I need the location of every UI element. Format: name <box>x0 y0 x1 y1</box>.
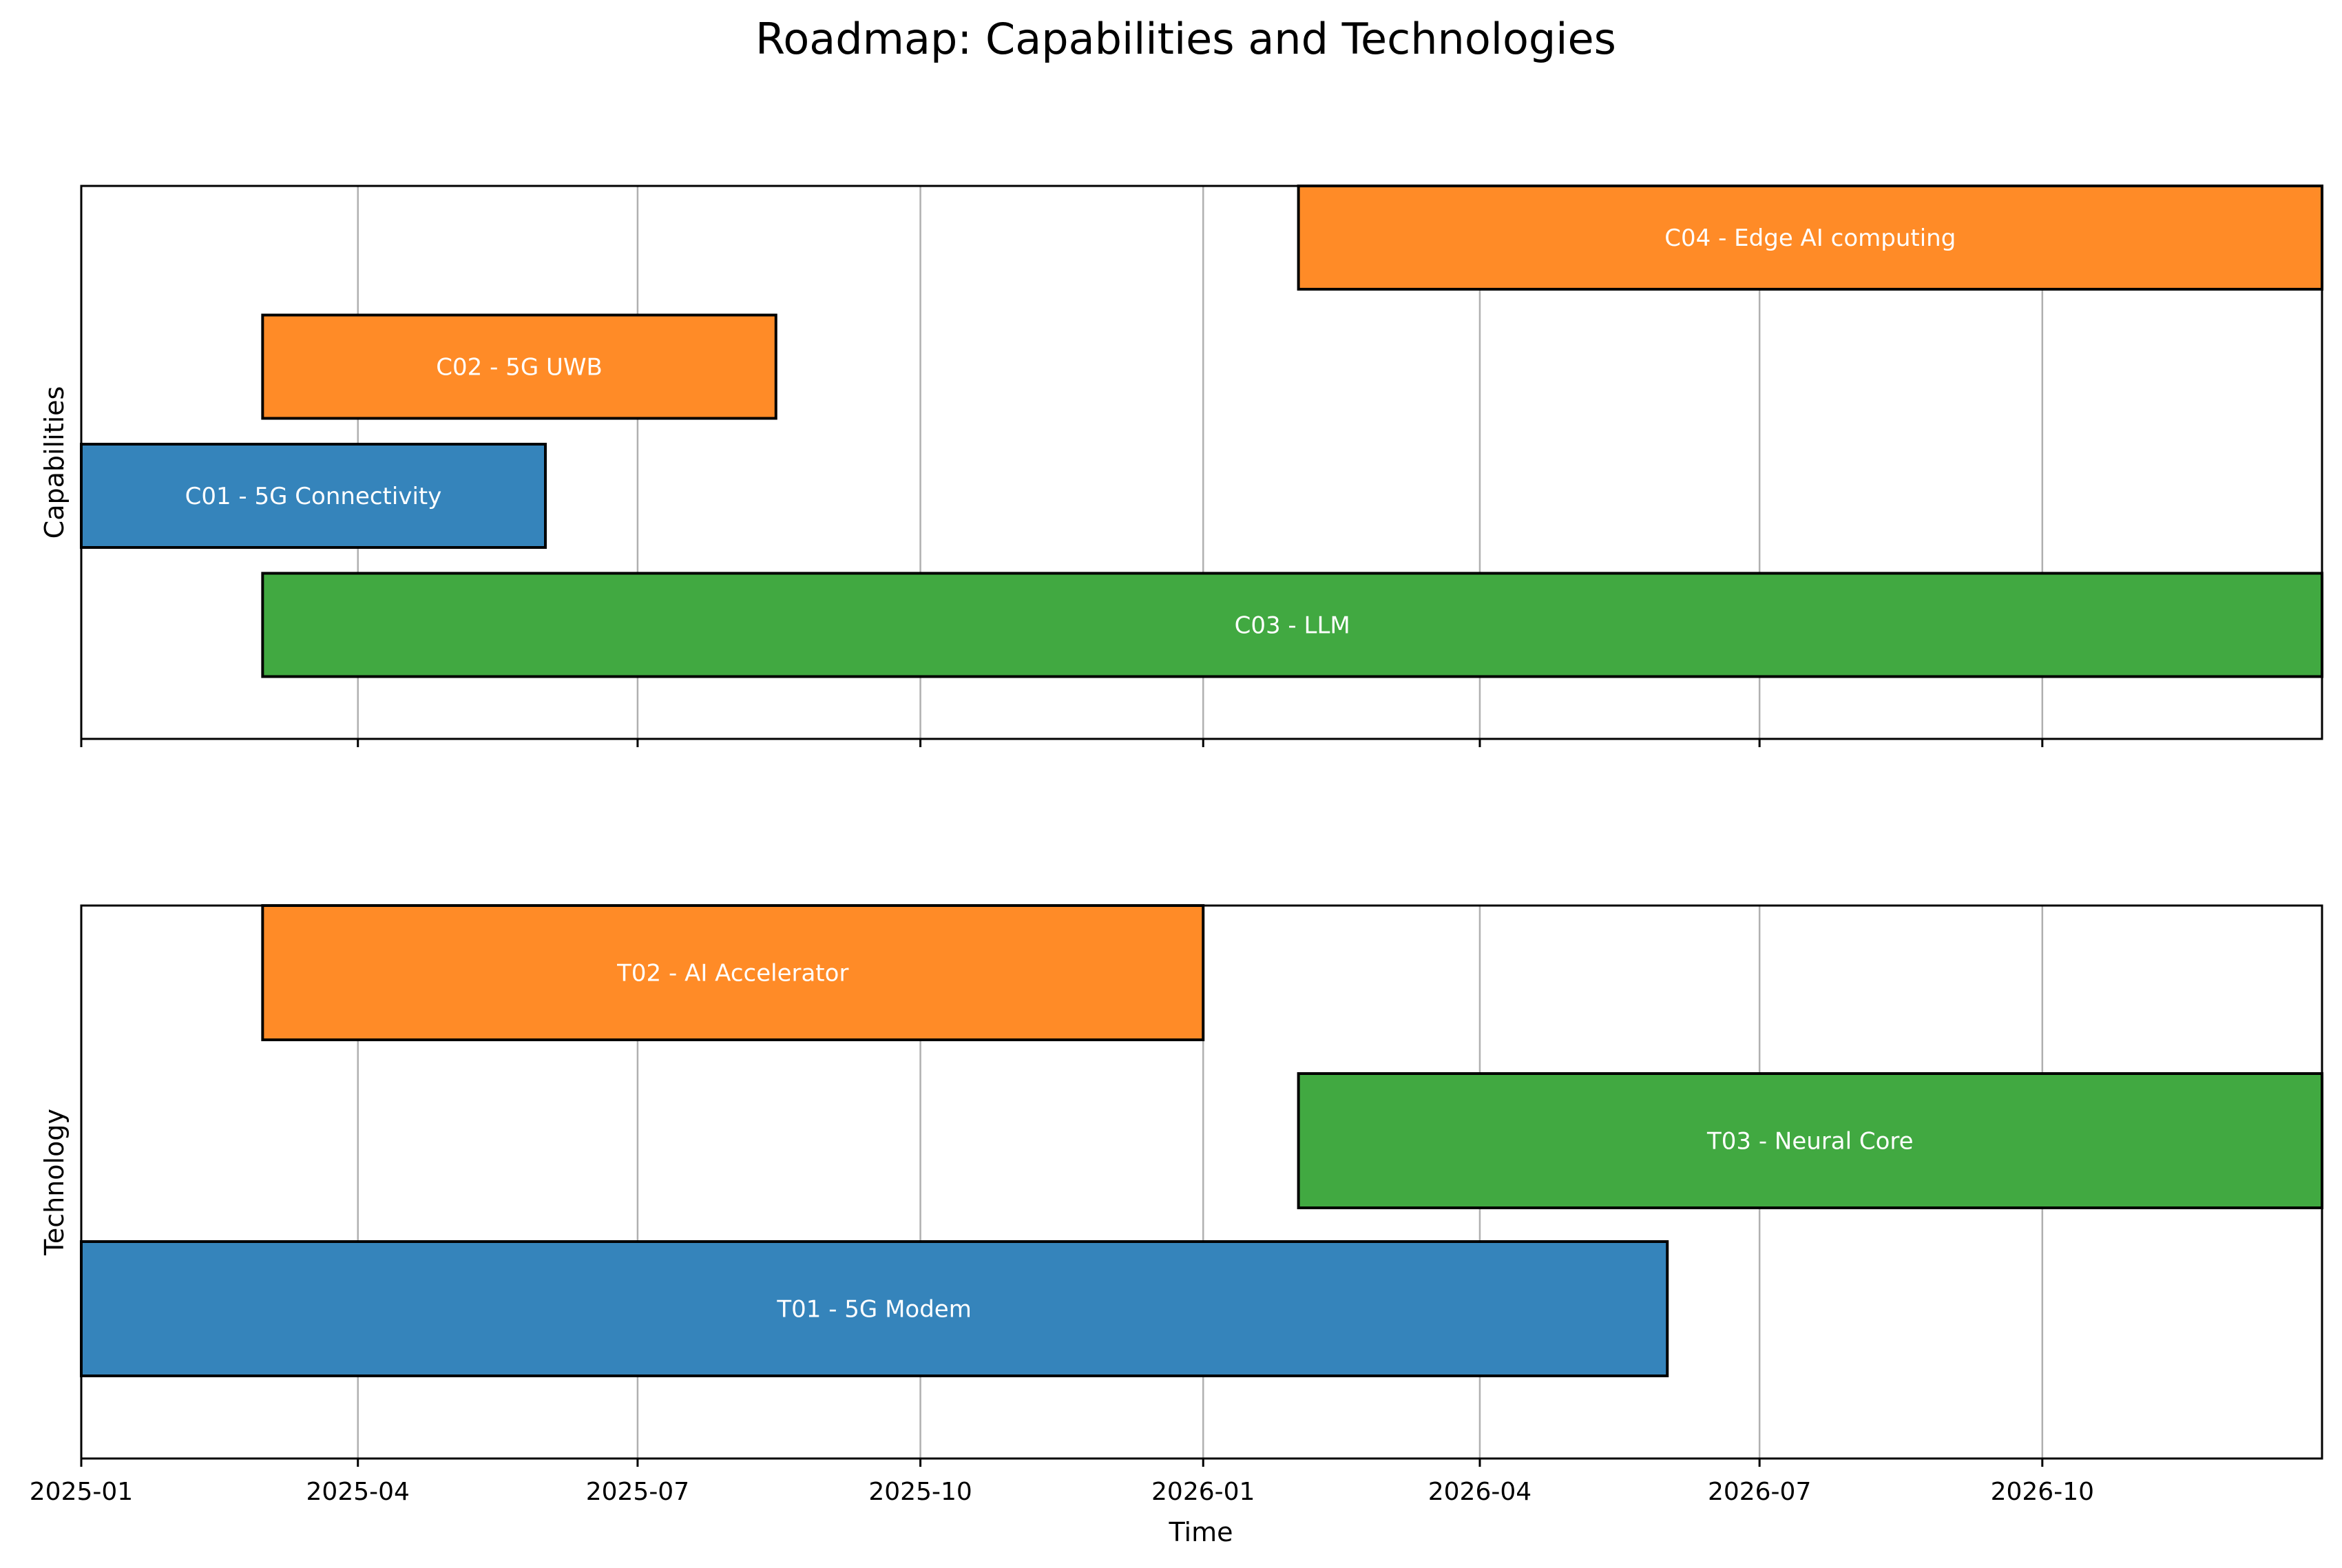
task-bar-label: C02 - 5G UWB <box>436 354 603 381</box>
task-bar-label: T03 - Neural Core <box>1706 1128 1914 1156</box>
task-bar <box>1297 1072 2323 1209</box>
x-tick-label: 2026-01 <box>1151 1478 1255 1506</box>
x-tick-label: 2026-10 <box>1991 1478 2094 1506</box>
task-bar <box>80 1240 1669 1377</box>
task-bar <box>261 572 2324 678</box>
chart-title: Roadmap: Capabilities and Technologies <box>755 14 1616 64</box>
technology-panel: T02 - AI Accelerator T03 - Neural Core T01… <box>30 904 2323 1506</box>
task-bar-label: C03 - LLM <box>1235 612 1350 640</box>
x-axis-label: Time <box>1169 1517 1233 1547</box>
panel-frame <box>80 185 2323 740</box>
task-bar-label: C04 - Edge AI computing <box>1664 224 1956 252</box>
x-tick-label: 2025-04 <box>306 1478 410 1506</box>
panel-frame <box>80 904 2323 1460</box>
x-tick-label: 2025-01 <box>30 1478 133 1506</box>
task-bar-label: C01 - 5G Connectivity <box>185 483 442 510</box>
task-bar <box>261 904 1205 1041</box>
x-tick-label: 2025-07 <box>586 1478 689 1506</box>
x-tick-label: 2026-07 <box>1708 1478 1811 1506</box>
capabilities-panel: C04 - Edge AI computing C02 - 5G UWB C01 -… <box>39 185 2324 747</box>
task-bar <box>1297 185 2323 291</box>
x-tick-label: 2025-10 <box>868 1478 972 1506</box>
task-bar <box>80 443 547 549</box>
y-axis-label: Capabilities <box>39 386 70 539</box>
task-bar-label: T02 - AI Accelerator <box>616 960 848 987</box>
task-bar-label: T01 - 5G Modem <box>776 1296 971 1324</box>
x-tick-label: 2026-04 <box>1428 1478 1531 1506</box>
task-bar <box>261 313 777 420</box>
y-axis-label: Technology <box>39 1109 70 1256</box>
